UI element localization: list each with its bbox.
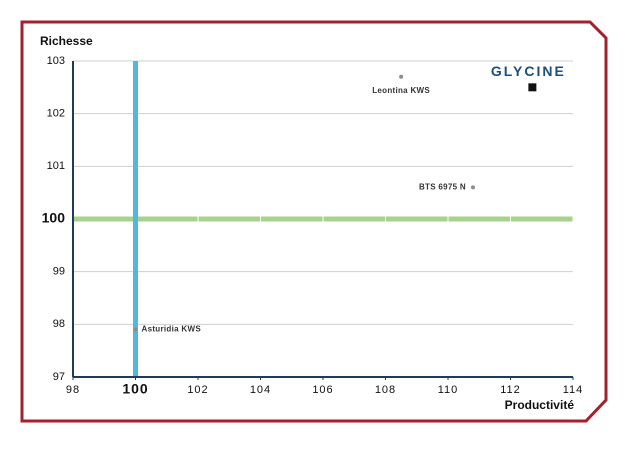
y-tick-label: 98: [53, 318, 65, 330]
x-tick-label: 106: [312, 384, 333, 396]
point-label: BTS 6975 N: [419, 183, 466, 192]
y-axis-label: Richesse: [40, 34, 93, 48]
y-tick-label: 101: [47, 160, 65, 172]
point: [133, 327, 138, 332]
y-tick-label: 97: [53, 371, 65, 383]
x-tick-label: 104: [250, 384, 271, 396]
x-tick-label: 100: [122, 381, 148, 397]
point-label: Leontina KWS: [372, 86, 430, 95]
point: [528, 83, 537, 92]
x-tick-label: 110: [438, 384, 459, 396]
y-tick-label: 103: [47, 55, 65, 67]
point: [471, 185, 475, 190]
x-tick-label: 98: [66, 384, 80, 396]
point-label: Asturidia KWS: [142, 325, 202, 334]
x-tick-label: 102: [187, 384, 208, 396]
x-tick-label: 108: [375, 384, 396, 396]
x-tick-label: 114: [563, 384, 584, 396]
x-tick-label: 112: [500, 384, 521, 396]
y-tick-label: 100: [42, 210, 66, 226]
point-label: GLYCINE: [491, 63, 566, 79]
y-tick-label: 99: [53, 266, 65, 278]
x-axis-label: Productivité: [505, 398, 575, 412]
point: [399, 74, 404, 79]
y-tick-label: 102: [47, 108, 65, 120]
